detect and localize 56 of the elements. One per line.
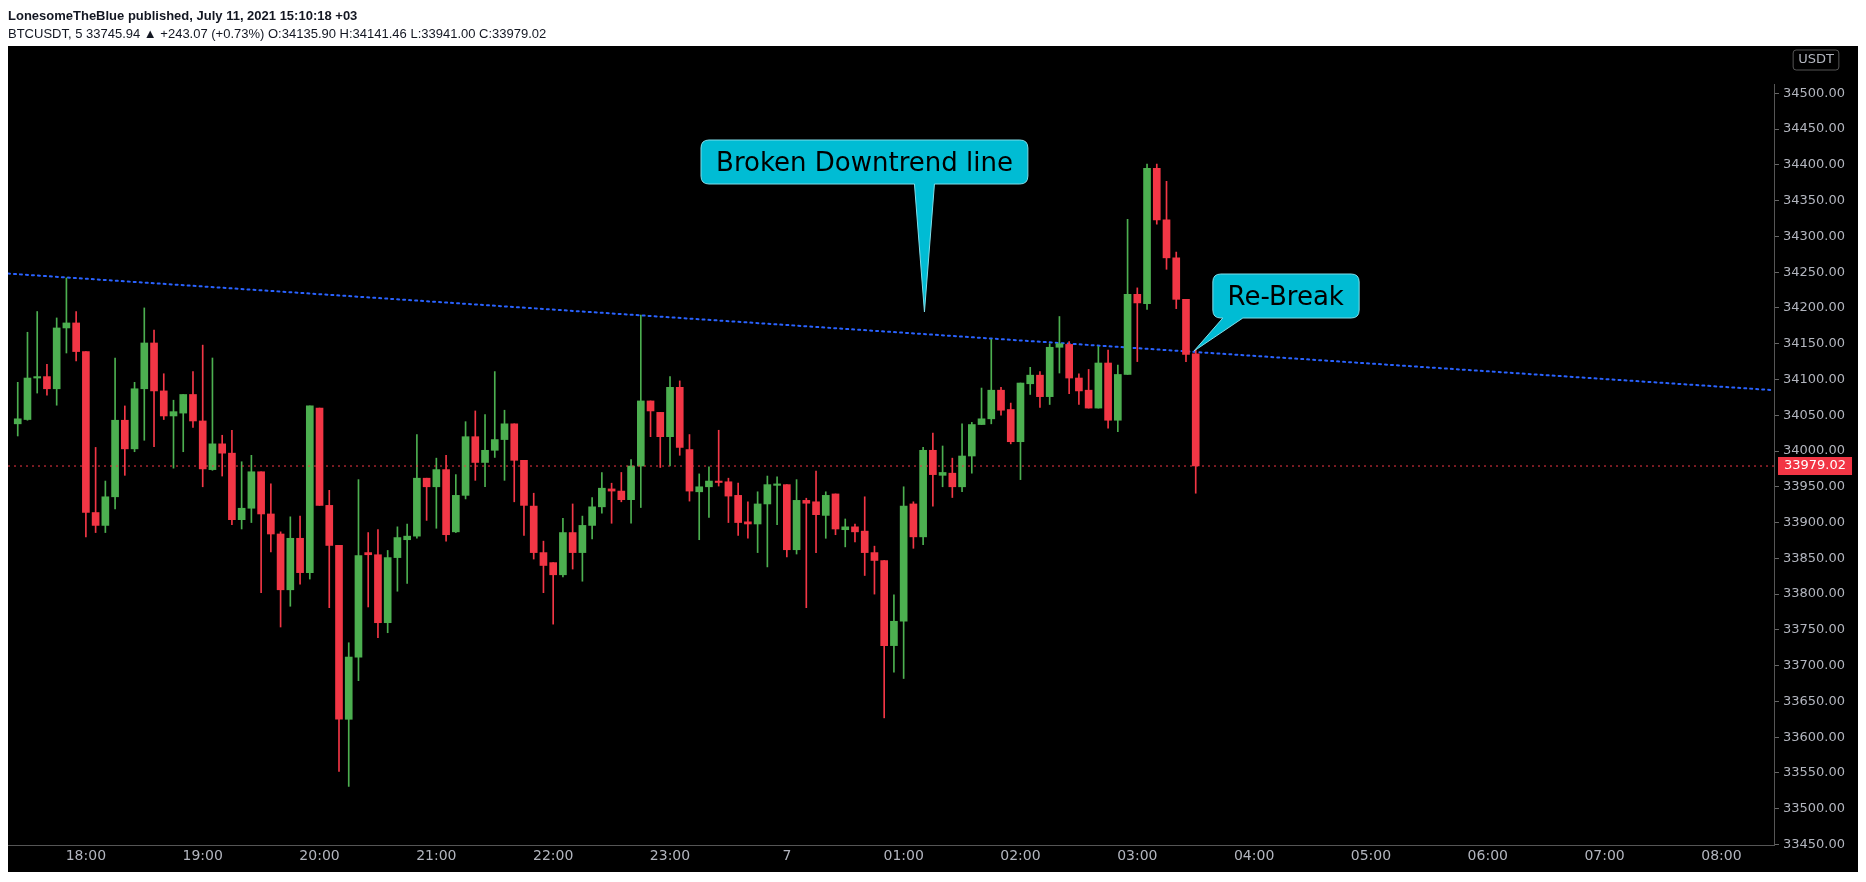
y-tick-label: 33450.00 bbox=[1783, 835, 1846, 851]
x-tick-label: 21:00 bbox=[416, 847, 457, 864]
x-tick-label: 02:00 bbox=[1000, 847, 1041, 864]
chart-subtitle: BTCUSDT, 5 33745.94 ▲ +243.07 (+0.73%) O:34135.90 H:34141.46 L:33941.00 C:33979.02 bbox=[8, 26, 548, 43]
candlestick bbox=[695, 473, 704, 541]
y-tick-label: 34150.00 bbox=[1783, 335, 1846, 351]
y-tick-label: 33850.00 bbox=[1783, 549, 1846, 565]
y-tick-label: 34000.00 bbox=[1783, 442, 1846, 458]
x-tick-label: 23:00 bbox=[649, 847, 691, 864]
y-tick-label: 34500.00 bbox=[1783, 84, 1846, 100]
x-tick-label: 07:00 bbox=[1584, 847, 1625, 864]
x-tick-label: 20:00 bbox=[299, 847, 340, 864]
x-tick-label: 08:00 bbox=[1701, 847, 1742, 864]
x-tick-label: 06:00 bbox=[1467, 847, 1508, 864]
y-tick-label: 34250.00 bbox=[1783, 263, 1846, 279]
y-tick-label: 34050.00 bbox=[1783, 406, 1846, 422]
x-tick-label: 01:00 bbox=[883, 847, 924, 864]
candlestick bbox=[403, 523, 411, 584]
x-tick-label: 03:00 bbox=[1117, 847, 1158, 864]
y-tick-label: 33600.00 bbox=[1783, 728, 1846, 744]
x-tick-label: 05:00 bbox=[1350, 847, 1392, 864]
x-tick-label: 7 bbox=[782, 847, 792, 864]
y-tick-label: 33800.00 bbox=[1783, 585, 1846, 601]
candlestick bbox=[773, 476, 781, 526]
y-tick-label: 34400.00 bbox=[1783, 156, 1846, 172]
candlestick bbox=[13, 382, 22, 437]
y-tick-label: 33950.00 bbox=[1783, 478, 1846, 494]
x-tick-label: 22:00 bbox=[533, 847, 574, 864]
candlestick bbox=[549, 562, 558, 625]
y-tick-label: 33500.00 bbox=[1783, 800, 1846, 816]
annotation: Broken Downtrend line bbox=[716, 147, 1013, 178]
y-tick-label: 33750.00 bbox=[1783, 621, 1846, 637]
candlestick bbox=[490, 371, 499, 458]
y-tick-label: 33900.00 bbox=[1783, 513, 1846, 529]
y-tick-label: 33650.00 bbox=[1783, 692, 1846, 708]
y-tick-label: 33550.00 bbox=[1783, 764, 1846, 780]
candlestick bbox=[802, 497, 811, 609]
candlestick bbox=[812, 470, 820, 553]
y-tick-label: 34100.00 bbox=[1783, 370, 1846, 386]
candlestick bbox=[705, 466, 713, 518]
y-tick-label: 34450.00 bbox=[1783, 120, 1846, 136]
y-tick-label: 33700.00 bbox=[1783, 657, 1846, 673]
x-tick-label: 19:00 bbox=[182, 847, 223, 864]
y-tick-label: 34300.00 bbox=[1783, 227, 1846, 243]
candlestick bbox=[1133, 287, 1142, 362]
annotation: Re-Break bbox=[1227, 280, 1344, 311]
x-tick-label: 18:00 bbox=[65, 847, 107, 864]
candlestick bbox=[364, 532, 373, 608]
y-tick-label: 34200.00 bbox=[1783, 299, 1846, 315]
y-tick-label: 34350.00 bbox=[1783, 191, 1846, 207]
ref-line-label: 33979.02 bbox=[1784, 457, 1847, 473]
x-tick-label: 04:00 bbox=[1233, 847, 1275, 864]
y-axis-title: USDT bbox=[1798, 51, 1834, 67]
candlestick bbox=[481, 414, 489, 488]
candlestick bbox=[33, 311, 42, 394]
chart-title: LonesomeTheBlue published, July 11, 2021 15:10:18 +03 bbox=[8, 8, 359, 25]
